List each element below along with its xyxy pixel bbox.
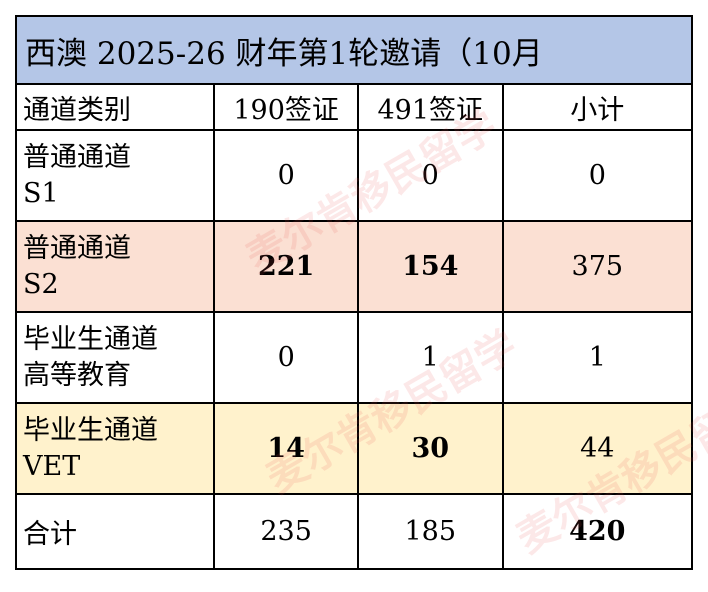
cell-subtotal: 44 [501, 402, 694, 495]
invitation-table: 西澳 2025-26 财年第1轮邀请（10月 通道类别 190签证 491签证 … [14, 15, 694, 570]
cell-190: 221 [213, 220, 359, 313]
header-category: 通道类别 [14, 83, 216, 131]
table-row: 普通通道 S2 221 154 375 [14, 220, 694, 313]
cell-491: 1 [356, 311, 504, 404]
header-row: 通道类别 190签证 491签证 小计 [14, 83, 694, 131]
total-491: 185 [356, 493, 504, 570]
table-title: 西澳 2025-26 财年第1轮邀请（10月 [15, 15, 693, 85]
row-category: 普通通道 S2 [14, 220, 216, 313]
cell-subtotal: 1 [501, 311, 694, 404]
total-row: 合计 235 185 420 [14, 493, 694, 570]
total-190: 235 [213, 493, 359, 570]
cell-subtotal: 375 [501, 220, 694, 313]
table-row: 毕业生通道 高等教育 0 1 1 [14, 311, 694, 404]
cell-491: 154 [356, 220, 504, 313]
header-491: 491签证 [356, 83, 504, 131]
cell-subtotal: 0 [501, 129, 694, 222]
cell-491: 30 [356, 402, 504, 495]
total-label: 合计 [14, 493, 216, 570]
row-category: 毕业生通道 高等教育 [14, 311, 216, 404]
table-row: 毕业生通道 VET 14 30 44 [14, 402, 694, 495]
table-row: 普通通道 S1 0 0 0 [14, 129, 694, 222]
header-190: 190签证 [213, 83, 359, 131]
cell-491: 0 [356, 129, 504, 222]
header-subtotal: 小计 [501, 83, 694, 131]
row-category: 普通通道 S1 [14, 129, 216, 222]
row-category: 毕业生通道 VET [14, 402, 216, 495]
total-subtotal: 420 [501, 493, 694, 570]
cell-190: 0 [213, 311, 359, 404]
cell-190: 0 [213, 129, 359, 222]
cell-190: 14 [213, 402, 359, 495]
